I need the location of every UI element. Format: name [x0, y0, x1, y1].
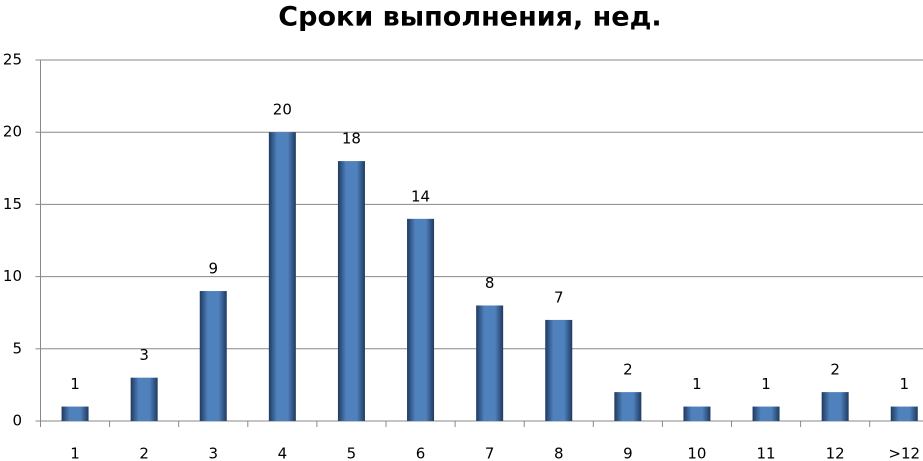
y-tick-label: 10 — [3, 267, 22, 285]
bar — [545, 319, 573, 421]
x-tick-label: 2 — [139, 445, 149, 461]
x-tick-label: 8 — [554, 445, 564, 461]
data-label: 3 — [139, 346, 149, 364]
data-label: 9 — [208, 260, 218, 278]
x-tick-label: 10 — [687, 445, 706, 461]
bar — [337, 161, 365, 421]
x-tick-label: 11 — [757, 445, 776, 461]
x-tick-label: 7 — [485, 445, 495, 461]
data-label: 1 — [899, 375, 909, 393]
y-tick-label: 20 — [3, 123, 22, 141]
bar — [890, 406, 918, 421]
data-label: 8 — [485, 274, 495, 292]
bar — [476, 305, 504, 421]
x-tick-label: 12 — [826, 445, 845, 461]
data-label: 2 — [830, 361, 840, 379]
x-tick-label: 4 — [278, 445, 288, 461]
y-tick-label: 15 — [3, 195, 22, 213]
data-label: 2 — [623, 361, 633, 379]
bar — [683, 406, 711, 421]
bar — [130, 377, 158, 421]
x-tick-label: 9 — [623, 445, 633, 461]
y-tick-label: 25 — [3, 51, 22, 69]
x-tick-label: 5 — [347, 445, 357, 461]
y-tick-label: 0 — [12, 412, 22, 430]
bar — [199, 291, 227, 421]
data-label: 14 — [411, 187, 430, 205]
bar — [61, 406, 89, 421]
chart-title: Сроки выполнения, нед. — [278, 2, 661, 33]
data-label: 18 — [342, 130, 361, 148]
x-tick-label: 3 — [208, 445, 218, 461]
data-label: 7 — [554, 288, 564, 306]
bar — [268, 132, 296, 421]
bar — [752, 406, 780, 421]
data-label: 1 — [70, 375, 80, 393]
bar — [407, 218, 435, 421]
data-label: 1 — [761, 375, 771, 393]
y-tick-label: 5 — [12, 339, 22, 357]
bar — [614, 392, 642, 421]
x-tick-label: >12 — [888, 445, 920, 461]
x-tick-label: 6 — [416, 445, 426, 461]
data-label: 20 — [273, 101, 292, 119]
x-tick-label: 1 — [70, 445, 80, 461]
bar — [821, 392, 849, 421]
data-label: 1 — [692, 375, 702, 393]
